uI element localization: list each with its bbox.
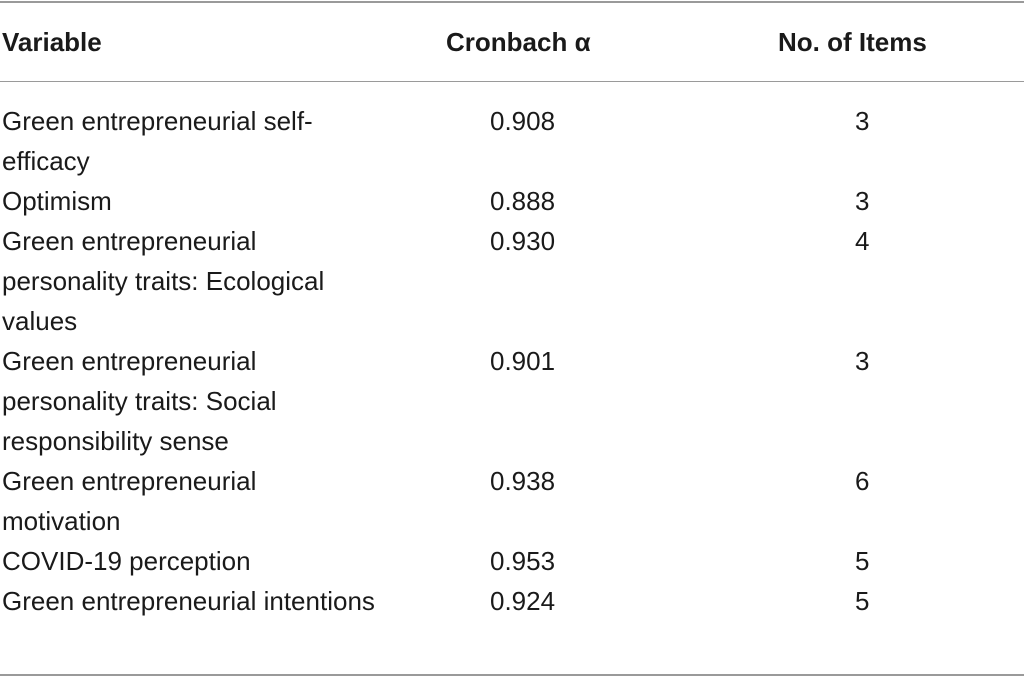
table-top-rule [0, 1, 1024, 3]
cell-items: 3 [855, 106, 870, 136]
cell-items: 3 [855, 346, 870, 376]
cell-variable: Green entrepreneurial intentions [2, 586, 375, 616]
cell-items: 5 [855, 546, 870, 576]
cell-items: 6 [855, 466, 870, 496]
cell-alpha: 0.924 [490, 586, 556, 616]
table-row: Green entrepreneurial self-efficacy 0.90… [0, 101, 1024, 181]
cell-variable: Green entrepreneurial self-efficacy [2, 106, 313, 176]
table-row: Optimism 0.888 3 [0, 181, 1024, 221]
cell-variable: Green entrepreneurial personality traits… [2, 226, 325, 336]
table-body: Green entrepreneurial self-efficacy 0.90… [0, 101, 1024, 621]
table-row: Green entrepreneurial motivation 0.938 6 [0, 461, 1024, 541]
table-row: COVID-19 perception 0.953 5 [0, 541, 1024, 581]
header-cronbach-alpha: Cronbach α [446, 27, 591, 57]
cell-alpha: 0.888 [490, 186, 556, 216]
cell-alpha: 0.953 [490, 546, 556, 576]
table-row: Green entrepreneurial personality traits… [0, 341, 1024, 461]
cell-variable: Green entrepreneurial motivation [2, 466, 257, 536]
table-row: Green entrepreneurial intentions 0.924 5 [0, 581, 1024, 621]
cell-alpha: 0.908 [490, 106, 556, 136]
table-header: Variable Cronbach α No. of Items [0, 0, 1024, 82]
cell-items: 3 [855, 186, 870, 216]
cell-variable: Green entrepreneurial personality traits… [2, 346, 277, 456]
cell-items: 4 [855, 226, 870, 256]
cell-variable: COVID-19 perception [2, 546, 251, 576]
table-bottom-rule [0, 674, 1024, 676]
cell-alpha: 0.901 [490, 346, 556, 376]
table-header-rule [0, 81, 1024, 82]
cell-variable: Optimism [2, 186, 112, 216]
table-row: Green entrepreneurial personality traits… [0, 221, 1024, 341]
cell-items: 5 [855, 586, 870, 616]
header-number-of-items: No. of Items [778, 27, 927, 57]
cell-alpha: 0.930 [490, 226, 556, 256]
cell-alpha: 0.938 [490, 466, 556, 496]
header-variable: Variable [2, 27, 102, 57]
